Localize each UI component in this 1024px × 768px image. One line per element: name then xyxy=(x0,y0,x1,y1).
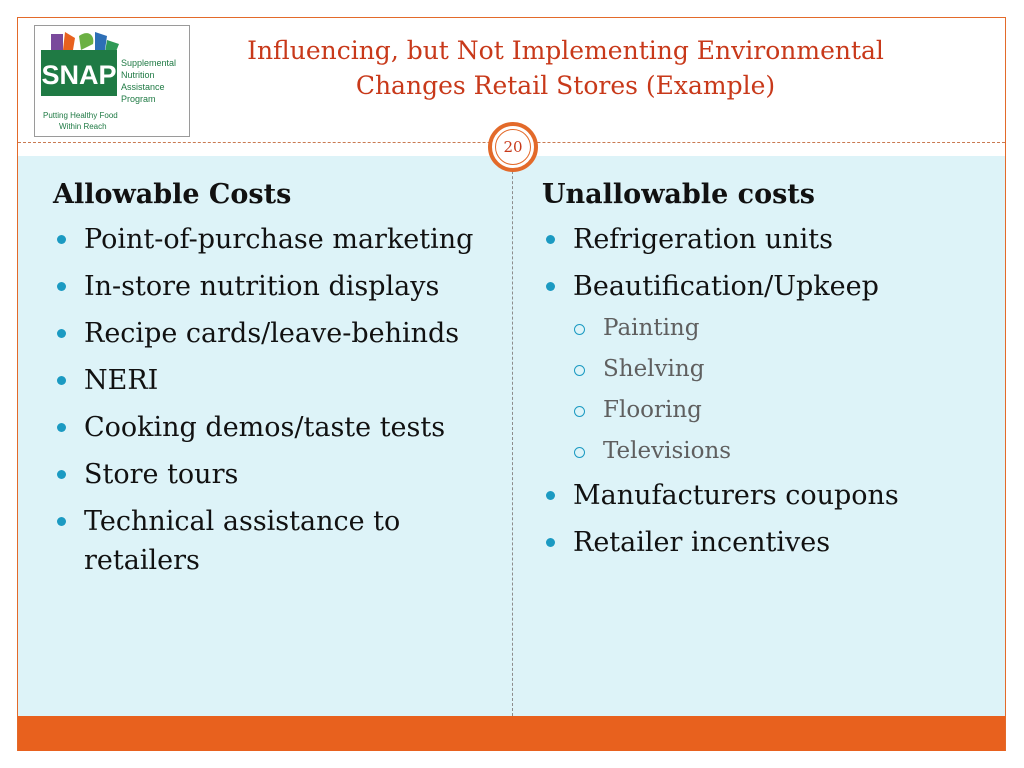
list-item-text: Point-of-purchase marketing xyxy=(84,224,474,255)
list-item-text: Technical assistance to retailers xyxy=(84,506,401,576)
logo-snap-block xyxy=(41,50,117,96)
column-divider xyxy=(512,156,513,716)
list-item: Recipe cards/leave-behinds xyxy=(53,314,493,353)
list-item: NERI xyxy=(53,361,493,400)
slide-title-line-1: Influencing, but Not Implementing Enviro… xyxy=(247,36,884,65)
list-item: Manufacturers coupons xyxy=(542,476,982,515)
bullet-icon xyxy=(57,235,66,244)
list-item: Retailer incentives xyxy=(542,523,982,562)
list-item-text: Store tours xyxy=(84,459,239,490)
sub-list-item-text: Shelving xyxy=(603,356,705,382)
list-item: Beautification/Upkeep xyxy=(542,267,982,306)
sub-list-item: Shelving xyxy=(542,349,982,390)
slide-number: 20 xyxy=(495,129,531,165)
sub-bullet-icon xyxy=(574,447,585,458)
logo-snap-text: SNAP xyxy=(41,60,116,90)
snap-logo: SNAP Supplemental Nutrition Assistance P… xyxy=(34,25,190,137)
bullet-icon xyxy=(57,470,66,479)
logo-tagline-1: Putting Healthy Food xyxy=(43,111,118,120)
list-item: Point-of-purchase marketing xyxy=(53,220,493,259)
slide-title: Influencing, but Not Implementing Enviro… xyxy=(198,33,933,103)
list-item-text: NERI xyxy=(84,365,159,396)
content-panel xyxy=(18,156,1005,716)
sub-list-item-text: Televisions xyxy=(603,438,732,464)
logo-line-program: Program xyxy=(121,94,156,104)
slide-number-badge: 20 xyxy=(488,122,538,172)
logo-produce-blue xyxy=(95,32,107,50)
list-item: Technical assistance to retailers xyxy=(53,502,493,580)
unallowable-costs-list-continued: Manufacturers coupons Retailer incentive… xyxy=(542,476,982,562)
sub-list-item-text: Flooring xyxy=(603,397,702,423)
logo-line-supplemental: Supplemental xyxy=(121,58,176,68)
logo-produce-green xyxy=(79,33,94,50)
sub-bullet-icon xyxy=(574,365,585,376)
list-item-text: Recipe cards/leave-behinds xyxy=(84,318,460,349)
list-item: Store tours xyxy=(53,455,493,494)
logo-tagline-2: Within Reach xyxy=(59,122,107,131)
bullet-icon xyxy=(57,423,66,432)
logo-line-nutrition: Nutrition xyxy=(121,70,155,80)
snap-logo-graphic: SNAP Supplemental Nutrition Assistance P… xyxy=(41,32,176,131)
bullet-icon xyxy=(546,538,555,547)
bullet-icon xyxy=(57,376,66,385)
allowable-costs-list: Point-of-purchase marketing In-store nut… xyxy=(53,220,493,580)
slide-title-line-2: Changes Retail Stores (Example) xyxy=(355,71,776,100)
unallowable-costs-list: Refrigeration units Beautification/Upkee… xyxy=(542,220,982,306)
bullet-icon xyxy=(546,235,555,244)
footer-bar xyxy=(18,716,1005,751)
sub-list-item: Televisions xyxy=(542,431,982,472)
logo-produce-purple xyxy=(51,34,63,50)
sub-list-item-text: Painting xyxy=(603,315,700,341)
bullet-icon xyxy=(57,329,66,338)
bullet-icon xyxy=(57,282,66,291)
bullet-icon xyxy=(546,491,555,500)
sub-bullet-icon xyxy=(574,324,585,335)
list-item: In-store nutrition displays xyxy=(53,267,493,306)
logo-line-assistance: Assistance xyxy=(121,82,165,92)
logo-produce-orange xyxy=(63,32,75,50)
list-item-text: In-store nutrition displays xyxy=(84,271,440,302)
slide-frame: SNAP Supplemental Nutrition Assistance P… xyxy=(17,17,1006,751)
list-item: Refrigeration units xyxy=(542,220,982,259)
unallowable-costs-column: Unallowable costs Refrigeration units Be… xyxy=(542,178,982,570)
list-item-text: Manufacturers coupons xyxy=(573,480,899,511)
allowable-costs-heading: Allowable Costs xyxy=(53,179,292,210)
list-item-text: Refrigeration units xyxy=(573,224,833,255)
sub-list-item: Painting xyxy=(542,308,982,349)
sub-list-item: Flooring xyxy=(542,390,982,431)
list-item-text: Cooking demos/taste tests xyxy=(84,412,446,443)
list-item: Cooking demos/taste tests xyxy=(53,408,493,447)
beautification-sublist: Painting Shelving Flooring Televisions xyxy=(542,308,982,472)
list-item-text: Beautification/Upkeep xyxy=(573,271,879,302)
list-item-text: Retailer incentives xyxy=(573,527,831,558)
bullet-icon xyxy=(57,517,66,526)
bullet-icon xyxy=(546,282,555,291)
allowable-costs-column: Allowable Costs Point-of-purchase market… xyxy=(53,178,493,588)
sub-bullet-icon xyxy=(574,406,585,417)
unallowable-costs-heading: Unallowable costs xyxy=(542,179,815,210)
